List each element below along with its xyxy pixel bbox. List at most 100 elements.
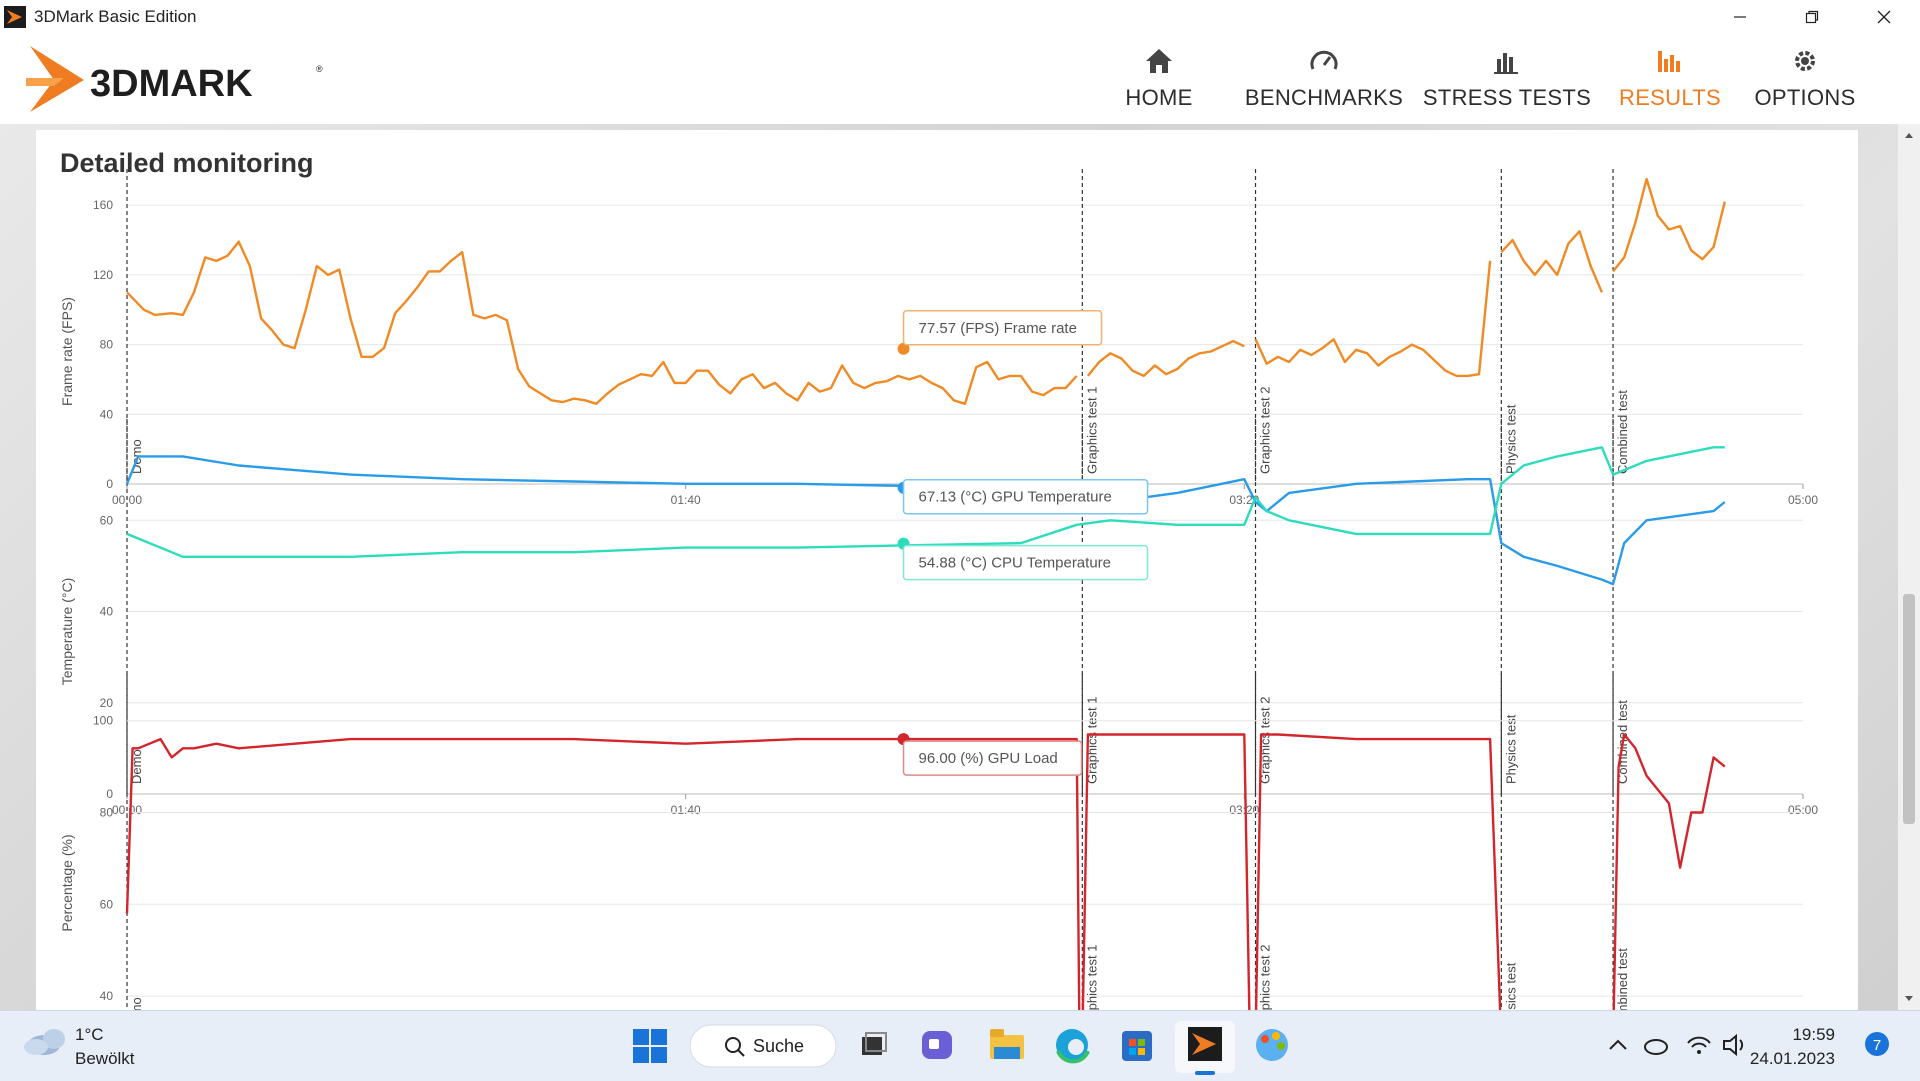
3dmark-app-icon (4, 6, 26, 28)
brand-wordmark: 3DMARK (90, 63, 253, 105)
frame-rate-tooltip-box (902, 310, 1103, 346)
nav-results-label: RESULTS (1619, 85, 1721, 110)
scroll-down-icon[interactable] (1898, 992, 1920, 1006)
clock-time[interactable]: 19:59 (1792, 1025, 1835, 1044)
nav-stress-tests[interactable]: STRESS TESTS (1414, 34, 1600, 124)
window-titlebar: 3DMark Basic Edition (0, 0, 1920, 34)
nav-results[interactable]: RESULTS (1600, 34, 1740, 124)
y-tick-label: 0 (106, 477, 113, 491)
3dmark-taskbar-button[interactable] (1175, 1021, 1235, 1075)
y-tick-label: 0 (106, 787, 113, 801)
test-marker-label: Demo (129, 997, 144, 1010)
test-marker-label: Graphics test 2 (1258, 387, 1273, 474)
task-view-button[interactable] (862, 1032, 887, 1055)
y-axis-label: Percentage (%) (59, 834, 75, 931)
nav-home-label: HOME (1125, 85, 1193, 110)
minimize-icon (1734, 16, 1746, 18)
gpu-load-tooltip-text: 96.00 (%) GPU Load (919, 750, 1058, 767)
vertical-scrollbar[interactable] (1898, 124, 1920, 1010)
scroll-up-icon[interactable] (1898, 128, 1920, 142)
nav-benchmarks-label: BENCHMARKS (1244, 85, 1404, 110)
restore-icon (1805, 10, 1819, 24)
onedrive-icon[interactable] (1644, 1039, 1668, 1055)
y-tick-label: 120 (93, 268, 113, 282)
cpu-temp-tooltip-box (902, 544, 1149, 581)
results-icon (1658, 51, 1680, 72)
y-tick-label: 40 (100, 605, 114, 619)
close-icon (1877, 10, 1891, 24)
y-tick-label: 160 (93, 198, 113, 212)
search-box[interactable]: Suche (689, 1024, 837, 1068)
test-marker-label: Physics test (1503, 404, 1518, 474)
home-icon (1146, 49, 1172, 73)
x-tick-label: 01:40 (671, 493, 701, 507)
main-nav: HOME BENCHMARKS STRESS TESTS RESULTS OPT… (1084, 34, 1920, 124)
y-tick-label: 40 (100, 407, 114, 421)
x-tick-label: 01:40 (671, 803, 701, 817)
test-marker-label: Graphics test 2 (1258, 945, 1273, 1010)
volume-icon[interactable] (1723, 1033, 1744, 1057)
app-header: 3DMARK ® HOME BENCHMARKS STRESS TESTS RE… (0, 34, 1920, 125)
system-tray: 19:59 24.01.2023 7 (1609, 1025, 1889, 1068)
nav-home[interactable]: HOME (1084, 34, 1234, 124)
windows-taskbar: 1°C Bewölkt Suche (0, 1010, 1920, 1081)
y-tick-label: 80 (100, 806, 114, 820)
weather-desc: Bewölkt (75, 1049, 135, 1068)
x-tick-label: 05:00 (1788, 803, 1818, 817)
weather-temp: 1°C (75, 1025, 104, 1044)
paint-button[interactable] (1256, 1029, 1288, 1061)
cloud-icon (24, 1029, 65, 1055)
test-marker-label: Demo (129, 439, 144, 474)
test-marker-label: Physics test (1503, 962, 1518, 1010)
chevron-up-icon[interactable] (1609, 1039, 1627, 1050)
y-tick-label: 80 (100, 338, 114, 352)
chart-3: 40 60 80 100 Percentage (%) Demo Graphics test… (59, 674, 1803, 1010)
weather-widget[interactable]: 1°C Bewölkt (24, 1025, 135, 1068)
y-tick-label: 60 (100, 897, 114, 911)
minimize-button[interactable] (1704, 0, 1776, 34)
teams-chat-button[interactable] (922, 1031, 952, 1059)
y-tick-label: 60 (100, 513, 114, 527)
cpu-temperature-line (126, 446, 1725, 558)
y-axis-label: Frame rate (FPS) (59, 297, 75, 406)
windows-logo-icon (633, 1029, 667, 1063)
3dmark-logo[interactable]: 3DMARK ® (24, 42, 334, 123)
start-button[interactable] (633, 1029, 667, 1063)
scroll-thumb[interactable] (1903, 594, 1915, 824)
restore-button[interactable] (1776, 0, 1848, 34)
search-label: Suche (753, 1036, 804, 1056)
x-tick-label: 05:00 (1788, 493, 1818, 507)
gpu-load-line (125, 733, 1726, 1010)
y-tick-label: 100 (93, 714, 113, 728)
notification-badge[interactable]: 7 (1865, 1032, 1889, 1056)
test-marker-label: Combined test (1615, 390, 1630, 474)
store-button[interactable] (1122, 1031, 1152, 1061)
y-tick-label: 20 (100, 696, 114, 710)
nav-benchmarks[interactable]: BENCHMARKS (1234, 34, 1414, 124)
y-tick-label: 40 (100, 989, 114, 1003)
gpu-temperature-line (125, 455, 1726, 586)
file-explorer-button[interactable] (990, 1029, 1024, 1059)
panel-title: Detailed monitoring (60, 148, 314, 178)
nav-options[interactable]: OPTIONS (1740, 34, 1870, 124)
frame-rate-tooltip-text: 77.57 (FPS) Frame rate (919, 320, 1077, 337)
wifi-icon[interactable] (1687, 1036, 1711, 1054)
svg-text:7: 7 (1873, 1037, 1881, 1054)
cpu-temp-tooltip-text: 54.88 (°C) CPU Temperature (919, 555, 1111, 572)
nav-options-label: OPTIONS (1754, 85, 1856, 110)
store-icon (1122, 1031, 1152, 1061)
test-marker-label: Combined test (1615, 948, 1630, 1010)
clock-date[interactable]: 24.01.2023 (1750, 1049, 1835, 1068)
test-marker-label: Graphics test 1 (1084, 387, 1099, 474)
search-icon (725, 1037, 745, 1057)
edge-button[interactable] (1056, 1029, 1090, 1064)
gpu-load-tooltip-box (902, 740, 1083, 776)
y-axis-label: Temperature (°C) (59, 578, 75, 686)
gear-icon (1795, 51, 1815, 71)
svg-text:®: ® (316, 64, 323, 74)
test-marker-label: Physics test (1503, 714, 1518, 784)
close-button[interactable] (1848, 0, 1920, 34)
frame-rate-line (126, 177, 1726, 405)
